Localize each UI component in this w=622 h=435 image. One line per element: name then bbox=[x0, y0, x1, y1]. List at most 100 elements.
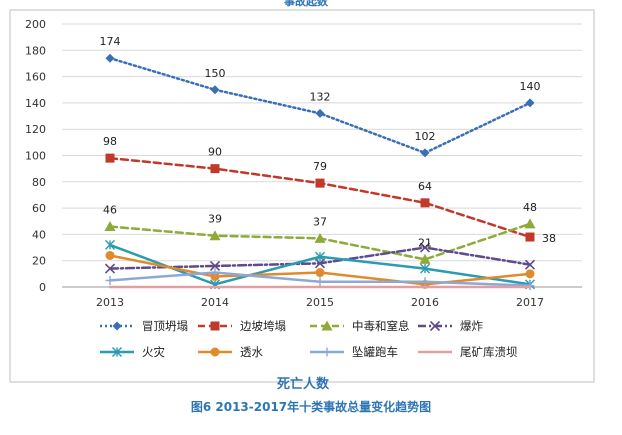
point-marker bbox=[104, 263, 116, 274]
x-tick-label: 2015 bbox=[306, 296, 334, 309]
point-marker bbox=[525, 281, 535, 291]
legend-item-5: 透水 bbox=[198, 345, 263, 359]
point-marker bbox=[419, 242, 431, 253]
point-marker bbox=[315, 178, 325, 188]
y-tick-label: 0 bbox=[39, 281, 46, 294]
point-marker bbox=[322, 347, 332, 357]
point-marker bbox=[525, 98, 535, 108]
point-marker bbox=[419, 253, 431, 264]
point-marker bbox=[104, 221, 116, 232]
y-tick-label: 60 bbox=[32, 202, 46, 215]
legend-label: 中毒和窒息 bbox=[352, 319, 410, 333]
legend-label: 爆炸 bbox=[460, 319, 483, 333]
point-marker bbox=[429, 320, 441, 332]
marker-stroke bbox=[524, 259, 536, 270]
chart-outer-frame bbox=[9, 9, 595, 383]
point-marker bbox=[420, 198, 430, 208]
data-label: 38 bbox=[542, 232, 556, 245]
point-marker bbox=[210, 321, 220, 331]
data-label: 48 bbox=[523, 201, 537, 214]
marker-stroke bbox=[209, 260, 221, 272]
point-marker bbox=[210, 268, 220, 278]
data-label: 39 bbox=[208, 213, 222, 226]
data-label: 79 bbox=[313, 160, 327, 173]
y-tick-label: 200 bbox=[25, 18, 46, 31]
data-label: 102 bbox=[415, 130, 436, 143]
chart-axes: 0 20 40 60 80 100 120 140 160 180 200 2013 2014 2015 2… bbox=[25, 18, 544, 309]
point-marker bbox=[210, 85, 220, 95]
data-label: 150 bbox=[205, 67, 226, 80]
legend-label: 冒顶坍塌 bbox=[142, 319, 188, 333]
y-tick-label: 40 bbox=[32, 228, 46, 241]
point-marker bbox=[210, 164, 220, 174]
data-label: 64 bbox=[418, 180, 432, 193]
point-marker bbox=[105, 239, 115, 250]
marker-stroke bbox=[419, 242, 431, 253]
point-marker bbox=[524, 218, 536, 229]
point-marker bbox=[315, 108, 325, 118]
point-marker bbox=[105, 275, 115, 285]
legend-label: 边坡垮塌 bbox=[240, 319, 286, 333]
legend-item-1: 边坡垮塌 bbox=[198, 319, 286, 333]
series-0 bbox=[105, 53, 535, 158]
point-marker bbox=[420, 277, 430, 287]
data-label: 90 bbox=[208, 146, 222, 159]
point-marker bbox=[524, 259, 536, 270]
y-tick-label: 180 bbox=[25, 44, 46, 57]
legend-label: 坠罐跑车 bbox=[352, 345, 398, 359]
point-marker bbox=[210, 347, 220, 357]
y-tick-label: 120 bbox=[25, 123, 46, 136]
y-tick-label: 100 bbox=[25, 150, 46, 163]
x-tick-label: 2014 bbox=[201, 296, 229, 309]
series-6 bbox=[105, 268, 535, 291]
legend-label: 火灾 bbox=[142, 345, 165, 359]
legend-item-4: 火灾 bbox=[100, 345, 165, 359]
point-marker bbox=[105, 53, 115, 63]
legend-item-0: 冒顶坍塌 bbox=[100, 319, 188, 333]
marker-stroke bbox=[429, 320, 441, 332]
point-marker bbox=[315, 268, 325, 278]
x-tick-label: 2017 bbox=[516, 296, 544, 309]
data-label: 132 bbox=[310, 90, 331, 103]
legend-item-3: 爆炸 bbox=[418, 319, 483, 333]
point-marker bbox=[420, 148, 430, 158]
series-2 bbox=[104, 218, 536, 264]
point-marker bbox=[105, 250, 115, 260]
data-label: 37 bbox=[313, 215, 327, 228]
point-marker bbox=[112, 321, 122, 331]
legend-label: 尾矿库溃坝 bbox=[460, 345, 518, 359]
legend-item-6: 坠罐跑车 bbox=[310, 345, 398, 359]
y-tick-label: 80 bbox=[32, 176, 46, 189]
point-marker bbox=[209, 230, 221, 241]
marker-stroke bbox=[104, 263, 116, 274]
figure-caption: 图6 2013-2017年十类事故总量变化趋势图 bbox=[190, 400, 432, 414]
chart-series bbox=[104, 53, 536, 291]
point-marker bbox=[321, 320, 333, 331]
point-marker bbox=[112, 347, 122, 357]
chart-data-labels: 174 150 132 102 140 98 90 79 64 38 46 39 37 21 48 bbox=[100, 35, 557, 249]
data-label: 174 bbox=[100, 35, 121, 48]
chart-title: 死亡人数 bbox=[277, 376, 330, 392]
y-tick-label: 160 bbox=[25, 71, 46, 84]
legend-item-2: 中毒和窒息 bbox=[310, 319, 410, 333]
point-marker bbox=[105, 153, 115, 163]
point-marker bbox=[525, 232, 535, 242]
point-marker bbox=[314, 232, 326, 243]
data-label: 98 bbox=[103, 135, 117, 148]
data-label: 21 bbox=[418, 236, 432, 249]
point-marker bbox=[525, 269, 535, 279]
header-cut-text: 事故起数 bbox=[284, 0, 329, 8]
y-tick-label: 20 bbox=[32, 255, 46, 268]
point-marker bbox=[315, 251, 325, 262]
legend-label: 透水 bbox=[240, 345, 263, 359]
data-label: 46 bbox=[103, 204, 117, 217]
point-marker bbox=[315, 277, 325, 287]
series-1 bbox=[105, 153, 535, 242]
y-tick-label: 140 bbox=[25, 97, 46, 110]
point-marker bbox=[420, 263, 430, 274]
data-label: 140 bbox=[520, 80, 541, 93]
point-marker bbox=[209, 260, 221, 272]
legend-item-7: 尾矿库溃坝 bbox=[418, 345, 518, 359]
